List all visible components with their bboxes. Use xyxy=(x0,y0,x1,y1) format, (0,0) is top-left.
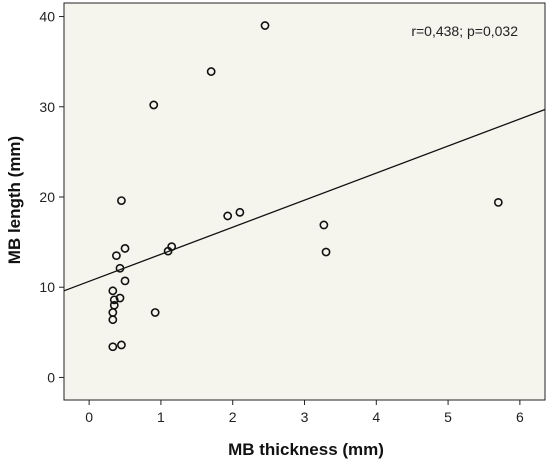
data-point xyxy=(112,251,121,261)
regression-line xyxy=(63,108,546,292)
data-point xyxy=(108,342,118,352)
data-point xyxy=(150,308,160,317)
y-tick-label: 40 xyxy=(39,9,55,25)
data-point xyxy=(223,211,233,221)
data-point xyxy=(493,198,503,207)
plot-background xyxy=(63,2,546,401)
data-point xyxy=(319,220,329,230)
data-point xyxy=(149,100,159,110)
x-tick-label: 3 xyxy=(301,409,309,425)
x-tick-label: 5 xyxy=(444,409,452,425)
data-point xyxy=(120,276,130,286)
data-point xyxy=(260,21,270,30)
data-point xyxy=(206,67,216,76)
data-point xyxy=(109,295,119,305)
data-point xyxy=(235,207,245,217)
data-point xyxy=(115,293,125,303)
x-axis-title: MB thickness (mm) xyxy=(228,440,384,459)
x-tick-label: 1 xyxy=(157,409,165,425)
data-point xyxy=(115,263,125,273)
data-point xyxy=(117,196,126,205)
data-point xyxy=(108,286,118,296)
x-tick-label: 6 xyxy=(516,409,524,425)
data-point xyxy=(321,247,331,257)
data-point xyxy=(120,244,130,253)
chart-annotation: r=0,438; p=0,032 xyxy=(411,23,518,39)
y-tick-label: 10 xyxy=(39,279,55,295)
data-point xyxy=(163,246,173,256)
y-tick-label: 30 xyxy=(39,99,55,115)
y-axis: 0 10 20 30 40 xyxy=(39,9,64,385)
x-tick-label: 2 xyxy=(229,409,237,425)
x-tick-label: 0 xyxy=(85,409,93,425)
x-axis: 0 1 2 3 4 5 6 xyxy=(85,400,524,425)
y-tick-label: 0 xyxy=(47,369,55,385)
data-point xyxy=(108,315,118,325)
data-point xyxy=(117,340,126,350)
y-axis-title: MB length (mm) xyxy=(5,136,24,264)
x-tick-label: 4 xyxy=(372,409,380,425)
plot-area xyxy=(63,21,546,352)
y-tick-label: 20 xyxy=(39,189,55,205)
